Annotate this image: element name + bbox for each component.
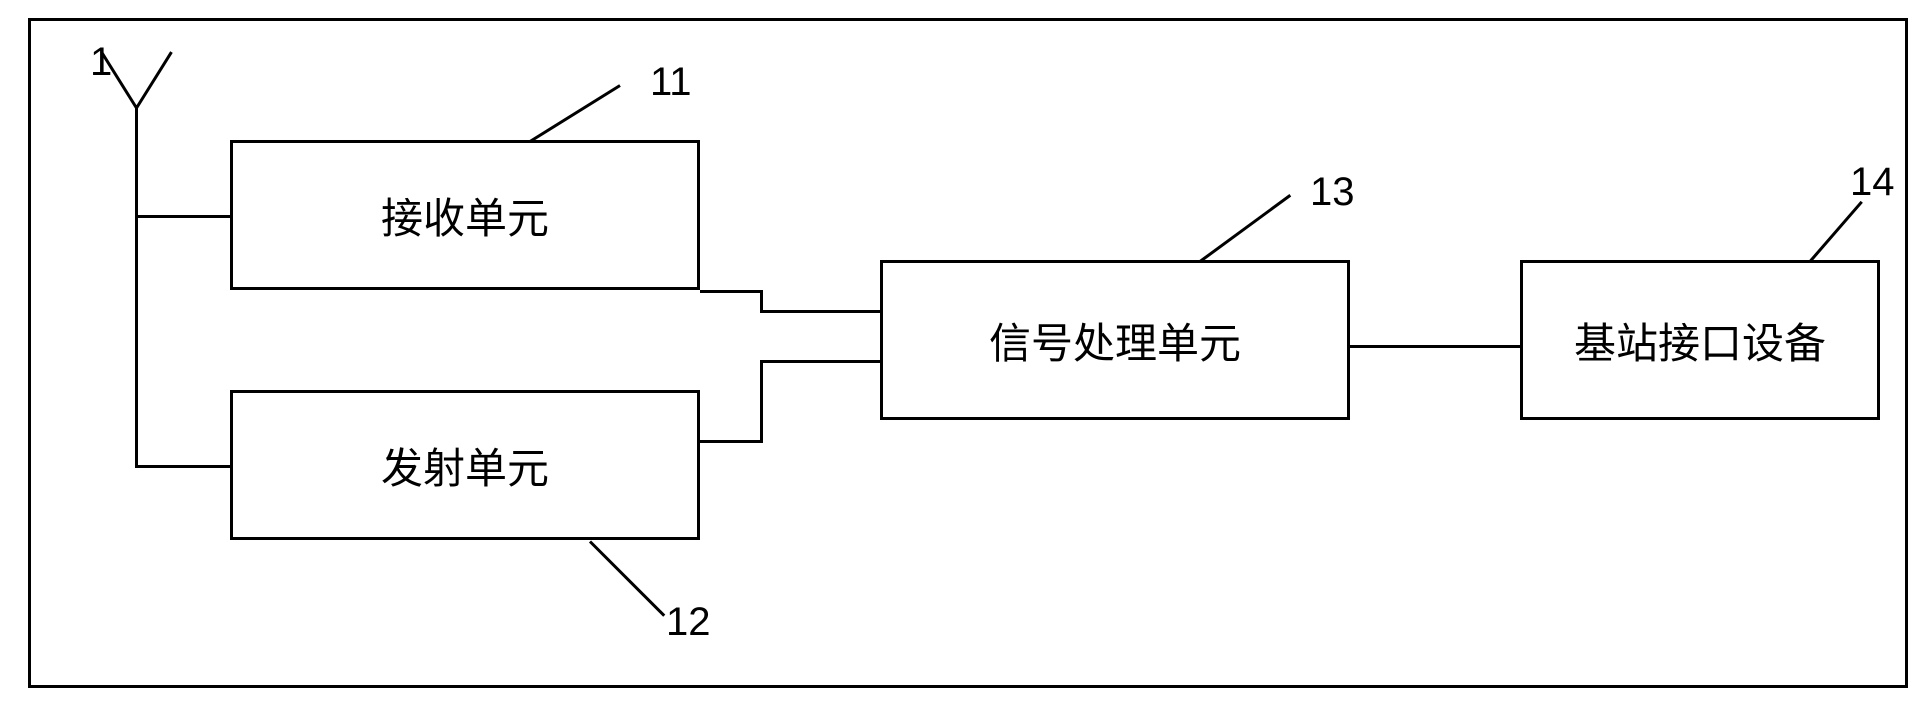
id-bsif: 14: [1850, 160, 1895, 205]
block-signal-label: 信号处理单元: [989, 310, 1241, 371]
id-transmit: 12: [666, 600, 711, 645]
wire: [760, 360, 763, 443]
wire: [135, 215, 230, 218]
block-bsif: 基站接口设备: [1520, 260, 1880, 420]
wire: [135, 215, 138, 465]
wire: [135, 465, 230, 468]
block-receive: 接收单元: [230, 140, 700, 290]
block-signal: 信号处理单元: [880, 260, 1350, 420]
wire: [700, 290, 760, 293]
antenna-mast: [135, 105, 138, 215]
id-signal: 13: [1310, 170, 1355, 215]
block-receive-label: 接收单元: [381, 185, 549, 246]
wire: [760, 290, 763, 310]
wire: [700, 440, 760, 443]
block-transmit-label: 发射单元: [381, 435, 549, 496]
block-transmit: 发射单元: [230, 390, 700, 540]
wire: [1350, 345, 1520, 348]
block-bsif-label: 基站接口设备: [1574, 310, 1826, 371]
wire: [760, 360, 880, 363]
id-receive: 11: [650, 60, 692, 105]
wire: [760, 310, 880, 313]
